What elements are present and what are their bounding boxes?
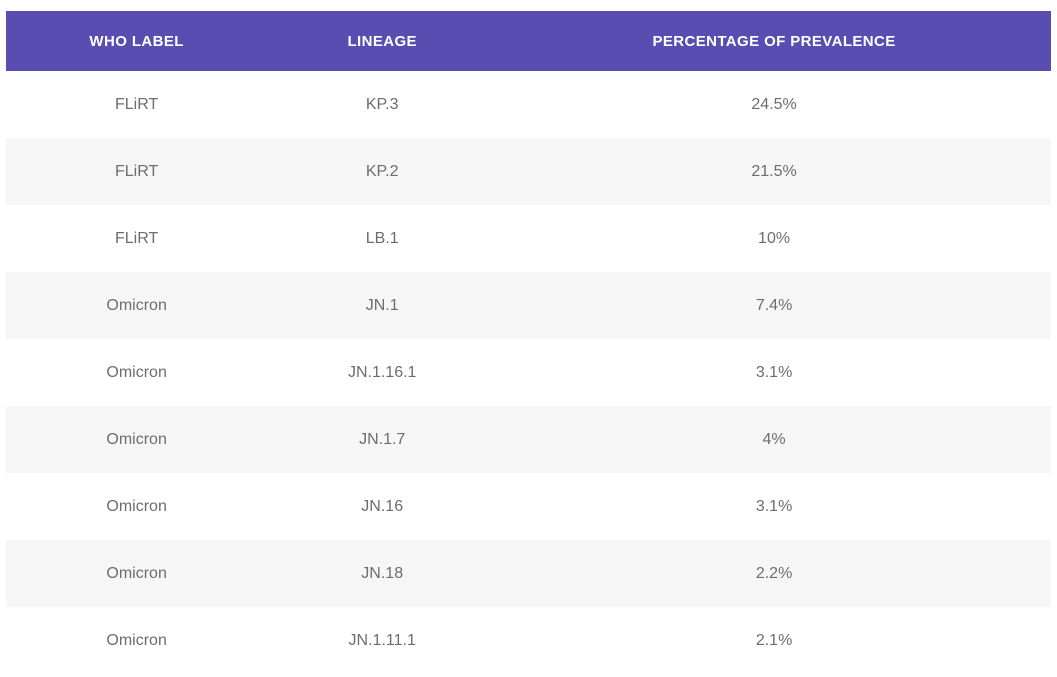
table-row: Omicron JN.18 2.2%	[6, 540, 1051, 607]
cell-lineage: KP.2	[365, 162, 399, 180]
cell-lineage: LB.1	[365, 229, 399, 247]
cell-prevalence: 4%	[762, 430, 786, 448]
cell-lineage: JN.1.16.1	[347, 363, 417, 381]
cell-lineage: JN.1.11.1	[348, 631, 416, 649]
cell-lineage: JN.1.7	[359, 430, 406, 448]
table-header-row: WHO LABEL LINEAGE PERCENTAGE OF PREVALEN…	[6, 11, 1051, 71]
cell-prevalence: 2.1%	[755, 631, 793, 649]
table-row: FLiRT LB.1 10%	[6, 205, 1051, 272]
cell-lineage: JN.18	[361, 564, 404, 582]
cell-who-label: Omicron	[106, 564, 167, 582]
table-row: FLiRT KP.2 21.5%	[6, 138, 1051, 205]
cell-who-label: FLiRT	[114, 95, 159, 113]
cell-prevalence: 24.5%	[751, 95, 797, 113]
column-header-who-label: WHO LABEL	[6, 11, 268, 71]
cell-who-label: Omicron	[106, 363, 167, 381]
prevalence-table: WHO LABEL LINEAGE PERCENTAGE OF PREVALEN…	[6, 11, 1051, 674]
cell-who-label: Omicron	[106, 497, 167, 515]
cell-who-label: Omicron	[106, 430, 167, 448]
cell-prevalence: 3.1%	[755, 497, 793, 515]
column-header-prevalence: PERCENTAGE OF PREVALENCE	[497, 11, 1051, 71]
table-row: Omicron JN.1.11.1 2.1%	[6, 607, 1051, 674]
table-row: FLiRT KP.3 24.5%	[6, 71, 1051, 138]
cell-lineage: JN.16	[361, 497, 404, 515]
table-row: Omicron JN.1.16.1 3.1%	[6, 339, 1051, 406]
cell-who-label: FLiRT	[114, 162, 159, 180]
cell-who-label: FLiRT	[114, 229, 159, 247]
table-row: Omicron JN.1 7.4%	[6, 272, 1051, 339]
cell-who-label: Omicron	[106, 631, 167, 649]
column-header-lineage: LINEAGE	[267, 11, 498, 71]
cell-prevalence: 10%	[758, 229, 791, 247]
cell-prevalence: 3.1%	[755, 363, 793, 381]
cell-lineage: JN.1	[365, 296, 399, 314]
table-header: WHO LABEL LINEAGE PERCENTAGE OF PREVALEN…	[6, 11, 1051, 71]
cell-who-label: Omicron	[106, 296, 167, 314]
table-row: Omicron JN.16 3.1%	[6, 473, 1051, 540]
cell-prevalence: 2.2%	[755, 564, 793, 582]
table-body: FLiRT KP.3 24.5% FLiRT KP.2 21.5% FLiRT LB.1 10%…	[6, 71, 1051, 674]
cell-prevalence: 7.4%	[755, 296, 793, 314]
cell-prevalence: 21.5%	[751, 162, 797, 180]
table-row: Omicron JN.1.7 4%	[6, 406, 1051, 473]
cell-lineage: KP.3	[365, 95, 399, 113]
